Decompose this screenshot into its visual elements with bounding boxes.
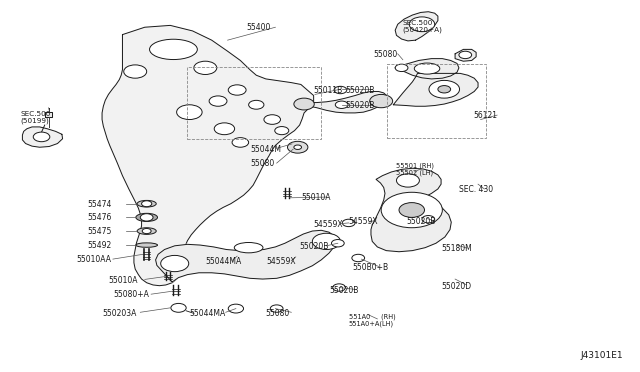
Text: 55020B: 55020B bbox=[300, 243, 329, 251]
Text: 55400: 55400 bbox=[246, 23, 271, 32]
Circle shape bbox=[194, 61, 217, 74]
Text: 550203A: 550203A bbox=[102, 309, 136, 318]
Circle shape bbox=[396, 174, 419, 187]
Polygon shape bbox=[294, 92, 387, 113]
Circle shape bbox=[214, 123, 235, 135]
Text: 55020B: 55020B bbox=[346, 86, 375, 94]
Circle shape bbox=[332, 240, 344, 247]
Text: J43101E1: J43101E1 bbox=[580, 350, 623, 359]
Circle shape bbox=[342, 219, 355, 227]
Text: 55044M: 55044M bbox=[250, 145, 281, 154]
Circle shape bbox=[142, 228, 151, 234]
Text: 550B0+B: 550B0+B bbox=[352, 263, 388, 272]
Circle shape bbox=[294, 145, 301, 150]
Text: 55080: 55080 bbox=[373, 51, 397, 60]
Circle shape bbox=[312, 233, 340, 250]
Circle shape bbox=[409, 17, 435, 32]
Circle shape bbox=[294, 98, 314, 110]
Circle shape bbox=[334, 86, 347, 94]
Circle shape bbox=[177, 105, 202, 119]
Circle shape bbox=[33, 132, 50, 142]
Polygon shape bbox=[395, 59, 459, 79]
Circle shape bbox=[422, 215, 435, 223]
Circle shape bbox=[140, 214, 153, 221]
Circle shape bbox=[352, 254, 365, 262]
Circle shape bbox=[459, 51, 472, 59]
Polygon shape bbox=[156, 230, 337, 282]
Circle shape bbox=[248, 100, 264, 109]
Text: SEC.500
(50199): SEC.500 (50199) bbox=[20, 111, 51, 125]
Circle shape bbox=[141, 201, 152, 207]
Circle shape bbox=[381, 192, 442, 228]
Text: 55080+A: 55080+A bbox=[113, 291, 148, 299]
Polygon shape bbox=[102, 25, 314, 286]
Text: 55080: 55080 bbox=[266, 309, 290, 318]
Text: 55010A: 55010A bbox=[301, 193, 330, 202]
Circle shape bbox=[228, 85, 246, 95]
Ellipse shape bbox=[234, 243, 263, 253]
Ellipse shape bbox=[136, 243, 157, 247]
Circle shape bbox=[171, 304, 186, 312]
Text: 55020D: 55020D bbox=[441, 282, 471, 291]
Ellipse shape bbox=[150, 39, 197, 60]
Circle shape bbox=[429, 80, 460, 98]
Text: 55080: 55080 bbox=[250, 159, 274, 169]
Text: 56121: 56121 bbox=[473, 111, 497, 121]
Text: 55180M: 55180M bbox=[441, 244, 472, 253]
Circle shape bbox=[438, 86, 451, 93]
Polygon shape bbox=[455, 49, 476, 61]
Circle shape bbox=[287, 141, 308, 153]
Text: 551A0     (RH)
551A0+A(LH): 551A0 (RH) 551A0+A(LH) bbox=[349, 313, 396, 327]
Ellipse shape bbox=[137, 201, 156, 207]
Text: 55492: 55492 bbox=[88, 241, 111, 250]
Circle shape bbox=[270, 305, 283, 312]
Circle shape bbox=[209, 96, 227, 106]
Text: 55475: 55475 bbox=[88, 227, 112, 236]
Text: 55474: 55474 bbox=[88, 200, 112, 209]
Bar bbox=[387, 64, 486, 138]
Circle shape bbox=[161, 256, 189, 272]
Text: 54559X: 54559X bbox=[349, 217, 378, 225]
Text: 55476: 55476 bbox=[88, 213, 112, 222]
Circle shape bbox=[335, 101, 348, 109]
Circle shape bbox=[232, 138, 248, 147]
Text: 54559X: 54559X bbox=[314, 220, 343, 229]
Circle shape bbox=[333, 284, 346, 291]
Text: SEC. 430: SEC. 430 bbox=[459, 185, 493, 194]
Text: 55044MA: 55044MA bbox=[205, 257, 241, 266]
Ellipse shape bbox=[136, 213, 157, 221]
Text: 55020B: 55020B bbox=[346, 101, 375, 110]
Circle shape bbox=[264, 115, 280, 124]
Circle shape bbox=[399, 203, 424, 217]
Text: 55044MA: 55044MA bbox=[189, 309, 226, 318]
Polygon shape bbox=[45, 112, 52, 116]
Circle shape bbox=[228, 304, 244, 313]
Text: 55010A: 55010A bbox=[108, 276, 138, 285]
Polygon shape bbox=[22, 127, 63, 147]
Polygon shape bbox=[394, 73, 478, 106]
Text: 54559X: 54559X bbox=[266, 257, 296, 266]
Text: 55020B: 55020B bbox=[406, 217, 435, 225]
Ellipse shape bbox=[137, 228, 156, 234]
Polygon shape bbox=[371, 168, 451, 252]
Circle shape bbox=[275, 126, 289, 135]
Circle shape bbox=[370, 94, 393, 108]
Ellipse shape bbox=[414, 63, 440, 74]
Text: SEC.500
(50420+A): SEC.500 (50420+A) bbox=[403, 20, 443, 33]
Circle shape bbox=[395, 64, 408, 71]
Bar bbox=[188, 67, 321, 139]
Circle shape bbox=[124, 65, 147, 78]
Text: 55501 (RH)
55502 (LH): 55501 (RH) 55502 (LH) bbox=[396, 163, 435, 176]
Polygon shape bbox=[395, 12, 438, 41]
Text: 55020B: 55020B bbox=[329, 286, 358, 295]
Text: 55010AA: 55010AA bbox=[77, 255, 111, 264]
Text: 55011B: 55011B bbox=[314, 86, 343, 94]
